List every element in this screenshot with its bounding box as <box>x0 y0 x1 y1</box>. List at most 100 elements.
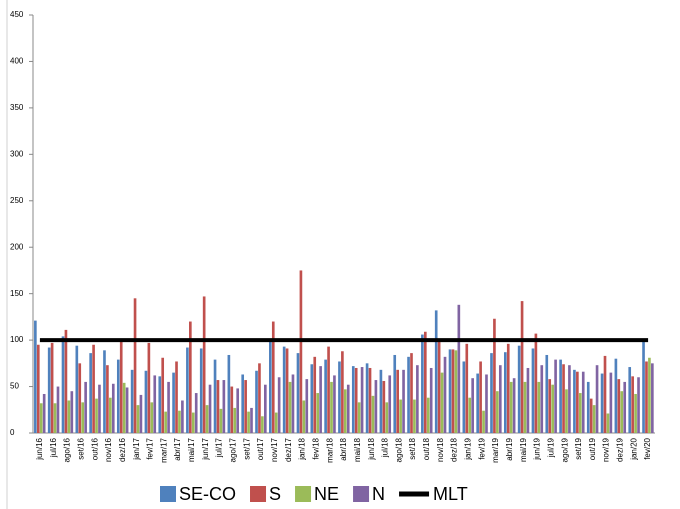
bar <box>517 345 521 433</box>
bar <box>291 374 295 433</box>
legend-item: NE <box>295 484 339 504</box>
bar <box>531 348 535 433</box>
x-tick-label: set/16 <box>76 437 85 459</box>
bar <box>247 411 250 433</box>
bar <box>230 386 234 433</box>
bar <box>396 369 399 433</box>
bar <box>368 367 372 433</box>
bar <box>423 331 427 433</box>
bar <box>261 416 264 433</box>
bar <box>545 354 549 433</box>
x-tick-label: jun/19 <box>533 437 542 460</box>
x-tick-label: dez/17 <box>284 437 293 462</box>
bar <box>485 374 488 433</box>
bar <box>379 369 383 433</box>
bar <box>382 380 386 433</box>
bar <box>277 377 281 433</box>
bar <box>426 397 430 433</box>
bar <box>164 411 167 433</box>
bar <box>360 367 364 433</box>
x-tick-label: fev/20 <box>643 437 652 459</box>
bar <box>241 374 245 433</box>
bar <box>106 365 109 433</box>
legend-item: SE-CO <box>160 484 236 504</box>
bar <box>568 365 571 433</box>
x-tick-label: abr/17 <box>173 437 182 460</box>
x-tick-label: out/17 <box>256 437 265 460</box>
bar <box>410 353 413 433</box>
bar <box>95 398 98 433</box>
x-tick-label: abr/19 <box>505 437 514 460</box>
bar <box>125 387 129 433</box>
bar <box>512 378 516 433</box>
bar <box>393 354 397 433</box>
legend-label: N <box>372 484 385 504</box>
x-tick-label: fev/17 <box>146 437 155 459</box>
bar <box>498 365 502 433</box>
bar <box>548 379 552 433</box>
bar <box>269 341 272 433</box>
bar <box>119 340 123 433</box>
bar <box>595 365 599 433</box>
bar <box>288 381 292 433</box>
x-tick-label: nov/18 <box>436 437 445 462</box>
bar <box>503 352 507 433</box>
legend-swatch <box>160 486 176 502</box>
bar <box>440 372 444 433</box>
x-tick-label: fev/18 <box>311 437 320 459</box>
bar <box>523 381 527 433</box>
x-tick-label: ago/17 <box>229 437 238 462</box>
x-tick-label: jul/16 <box>49 437 58 458</box>
bar <box>194 393 198 433</box>
bar <box>172 372 175 433</box>
bar <box>468 397 472 433</box>
bar <box>136 405 140 433</box>
bar <box>565 389 568 433</box>
bar <box>236 388 240 433</box>
bar <box>333 375 336 433</box>
bar <box>559 359 562 433</box>
bar <box>413 399 416 433</box>
x-tick-label: dez/18 <box>450 437 459 462</box>
bar <box>551 384 554 433</box>
bar <box>92 344 95 433</box>
bar <box>139 394 143 433</box>
bar <box>637 377 640 433</box>
x-tick-label: set/17 <box>242 437 251 459</box>
bar <box>324 359 327 433</box>
legend-label: MLT <box>433 484 468 504</box>
bar <box>296 353 300 433</box>
x-tick-label: jan/17 <box>132 437 141 460</box>
bar <box>216 380 220 433</box>
x-tick-label: mar/19 <box>491 437 500 462</box>
bar <box>202 296 206 433</box>
bar <box>651 363 654 433</box>
y-tick-label: 50 <box>10 382 19 391</box>
bar <box>482 410 485 433</box>
bar <box>476 373 479 433</box>
bar <box>609 372 613 433</box>
bar <box>167 381 170 433</box>
x-tick-label: out/16 <box>90 437 99 460</box>
bar <box>274 412 278 433</box>
x-tick-label: jun/16 <box>35 437 44 460</box>
bar <box>454 350 458 433</box>
bar <box>589 398 593 433</box>
bar <box>421 334 424 433</box>
legend-swatch <box>250 486 267 502</box>
x-tick-label: ago/16 <box>63 437 72 462</box>
bar <box>385 402 389 433</box>
x-tick-label: dez/16 <box>118 437 127 462</box>
bar <box>642 341 645 433</box>
bar <box>554 359 557 433</box>
bar <box>285 348 289 433</box>
bar <box>61 336 65 433</box>
bar <box>186 347 189 433</box>
bar <box>371 395 375 433</box>
bar <box>578 393 582 433</box>
y-tick-label: 250 <box>10 196 24 205</box>
bar <box>222 380 226 433</box>
bar <box>462 361 466 433</box>
y-tick-label: 400 <box>10 57 24 66</box>
y-tick-label: 150 <box>10 289 24 298</box>
